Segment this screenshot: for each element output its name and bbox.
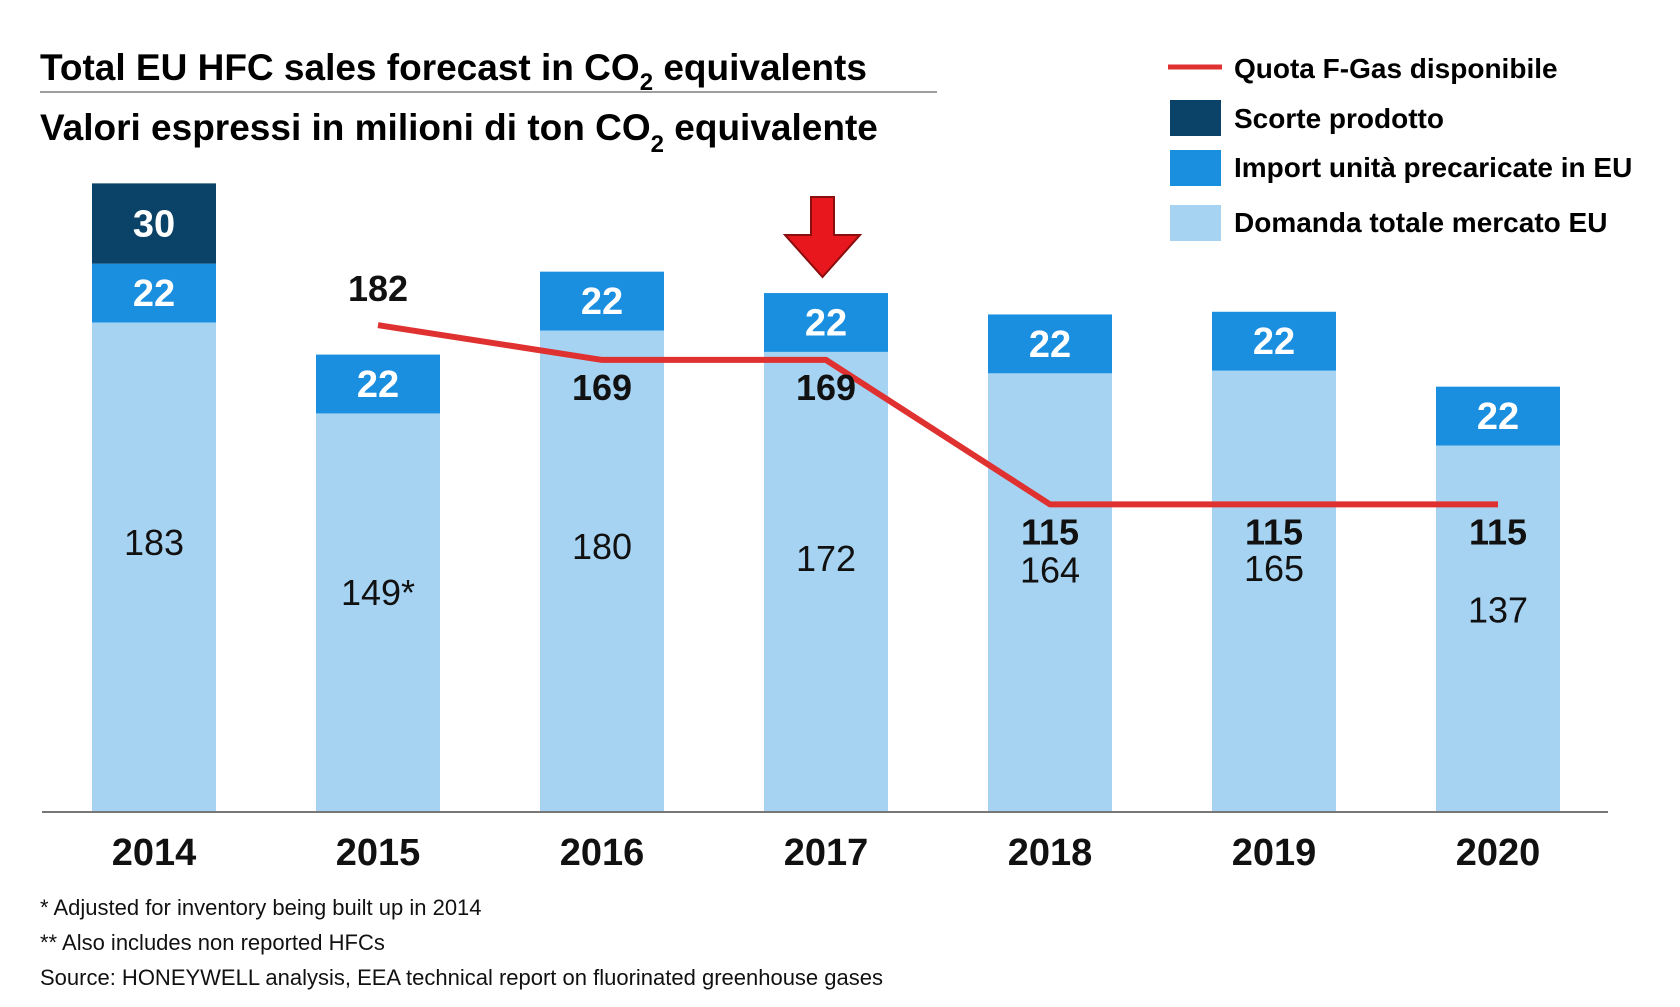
bar-label-domanda-2020: 137 — [1468, 589, 1528, 630]
bar-label-import-2020: 22 — [1477, 396, 1519, 438]
bar-segment-2018-domanda — [988, 373, 1112, 812]
chart-title-subscript: 2 — [640, 69, 653, 96]
legend-label-import: Import unità precaricate in EU — [1234, 152, 1632, 183]
quota-label-2017: 169 — [796, 367, 856, 408]
bar-segment-2015-domanda — [316, 413, 440, 812]
quota-line — [377, 322, 1498, 508]
quota-label-2015: 182 — [348, 268, 408, 309]
quota-label-2020: 115 — [1469, 511, 1527, 552]
bar-label-domanda-2015: 149* — [341, 572, 415, 613]
chart-subtitle-main: Valori espressi in milioni di ton CO — [40, 107, 651, 148]
quota-label-2019: 115 — [1245, 511, 1303, 552]
note-source: Source: HONEYWELL analysis, EEA technica… — [40, 965, 883, 990]
x-tick-2014: 2014 — [112, 832, 197, 874]
bar-segment-2014-domanda — [92, 322, 216, 812]
bar-segment-2015-import — [316, 354, 440, 414]
line-layer — [377, 322, 1498, 508]
legend-swatch-domanda — [1170, 205, 1221, 241]
bar-segment-2016-domanda — [540, 330, 664, 812]
bar-segment-2016-import — [540, 271, 664, 331]
bar-segment-2019-domanda — [1212, 370, 1336, 812]
chart-subtitle: Valori espressi in milioni di ton CO2 eq… — [40, 107, 878, 158]
bar-label-domanda-2016: 180 — [572, 526, 632, 567]
bar-label-import-2016: 22 — [581, 281, 623, 323]
note-adjusted: * Adjusted for inventory being built up … — [40, 895, 482, 920]
note-non-reported: ** Also includes non reported HFCs — [40, 930, 385, 955]
x-tick-2015: 2015 — [336, 832, 421, 874]
chart-title-end: equivalents — [653, 47, 867, 88]
x-tick-2020: 2020 — [1456, 832, 1541, 874]
x-tick-2016: 2016 — [560, 832, 645, 874]
highlight-arrow-icon — [782, 196, 863, 279]
legend-label-quota: Quota F-Gas disponibile — [1234, 53, 1558, 84]
legend-label-domanda: Domanda totale mercato EU — [1234, 207, 1607, 238]
chart-title-main: Total EU HFC sales forecast in CO — [40, 47, 640, 88]
x-tick-2017: 2017 — [784, 832, 869, 874]
chart-subtitle-subscript: 2 — [651, 131, 664, 158]
chart-subtitle-end: equivalente — [664, 107, 878, 148]
bars — [92, 183, 1560, 812]
bar-segment-2017-import — [764, 293, 888, 352]
quota-label-2018: 115 — [1021, 511, 1079, 552]
bar-segment-2014-import — [92, 263, 216, 323]
labels: 183 22 30 149* 22 180 22 172 22 164 22 165 22 137 22 18… — [124, 204, 1528, 631]
legend-label-scorte: Scorte prodotto — [1234, 103, 1444, 134]
bar-label-import-2017: 22 — [805, 302, 847, 344]
bar-label-domanda-2019: 165 — [1244, 548, 1304, 589]
legend-swatch-scorte — [1170, 100, 1221, 136]
bar-segment-2018-import — [988, 314, 1112, 374]
bar-segment-2017-domanda — [764, 351, 888, 812]
bar-label-import-2015: 22 — [357, 364, 399, 406]
bar-label-domanda-2017: 172 — [796, 538, 856, 579]
bar-segment-2019-import — [1212, 311, 1336, 371]
bar-label-scorte-2014: 30 — [133, 204, 175, 246]
bar-label-domanda-2018: 164 — [1020, 550, 1080, 591]
x-tick-2018: 2018 — [1008, 832, 1093, 874]
x-tick-2019: 2019 — [1232, 832, 1317, 874]
x-axis-ticks: 2014 2015 2016 2017 2018 2019 2020 — [112, 832, 1541, 874]
bar-label-import-2014: 22 — [133, 273, 175, 315]
bar-label-import-2018: 22 — [1029, 324, 1071, 366]
legend-swatch-import — [1170, 150, 1221, 186]
quota-label-2016: 169 — [572, 367, 632, 408]
bar-segment-2020-import — [1436, 386, 1560, 446]
bar-segment-2014-scorte — [92, 183, 216, 264]
bar-label-import-2019: 22 — [1253, 321, 1295, 363]
legend: Quota F-Gas disponibile Scorte prodotto … — [1168, 53, 1632, 241]
bar-label-domanda-2014: 183 — [124, 522, 184, 563]
chart-title: Total EU HFC sales forecast in CO2 equiv… — [40, 47, 867, 96]
